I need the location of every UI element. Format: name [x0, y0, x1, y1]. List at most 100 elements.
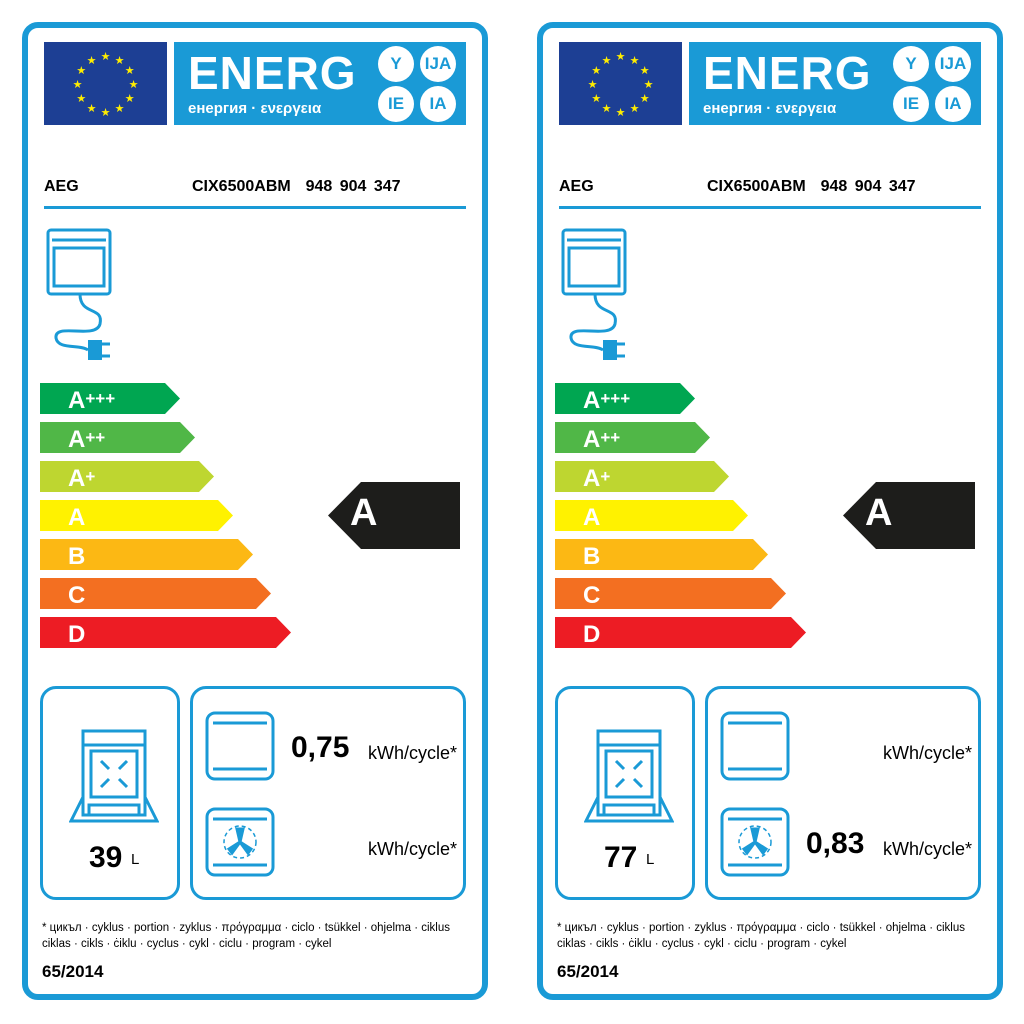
- class-letter: A: [68, 426, 86, 453]
- class-letter: A: [583, 387, 601, 414]
- rating-letter: A: [865, 492, 893, 534]
- electric-oven-icon: [561, 228, 627, 360]
- suffix-ia: IA: [935, 86, 971, 122]
- oven-cavity-icon: [584, 729, 674, 823]
- class-letter: B: [583, 543, 601, 570]
- class-bar-ap: A+: [40, 461, 214, 492]
- energy-consumption-box: 0,75 kWh/cycle* kWh/cycle*: [190, 686, 466, 900]
- divider: [44, 206, 466, 209]
- eu-star-icon: ★: [616, 106, 626, 119]
- suffix-ia: IA: [420, 86, 456, 122]
- class-letter: C: [68, 582, 86, 609]
- suffix-ija: IJA: [420, 46, 456, 82]
- conventional-unit: kWh/cycle*: [882, 743, 972, 763]
- eu-star-icon: ★: [591, 92, 601, 105]
- eu-star-icon: ★: [588, 78, 598, 91]
- class-bar-ap: A+: [555, 461, 729, 492]
- eu-star-icon: ★: [129, 78, 139, 91]
- eu-star-icon: ★: [630, 54, 640, 67]
- conventional-mode-icon: [720, 711, 790, 781]
- class-bar-appp: A+++: [555, 383, 695, 414]
- class-letter: B: [68, 543, 86, 570]
- energ-subtitle: енергия · ενεργεια: [703, 100, 837, 117]
- eu-star-icon: ★: [87, 102, 97, 115]
- eu-star-icon: ★: [630, 102, 640, 115]
- energ-title: ENERG: [188, 47, 357, 99]
- conventional-mode-icon: [205, 711, 275, 781]
- energ-title: ENERG: [703, 47, 872, 99]
- eu-star-icon: ★: [115, 54, 125, 67]
- class-bar-appp: A+++: [40, 383, 180, 414]
- eu-star-icon: ★: [602, 102, 612, 115]
- eu-star-icon: ★: [115, 102, 125, 115]
- volume-value: 39: [89, 841, 123, 874]
- eu-star-icon: ★: [125, 64, 135, 77]
- class-plus: ++: [85, 428, 106, 447]
- class-plus: +++: [85, 389, 116, 408]
- cycle-footnote: * цикъл · cyklus · portion · zyklus · πρ…: [557, 922, 965, 950]
- class-bar-app: A++: [555, 422, 710, 453]
- brand-name: AEG: [44, 178, 79, 195]
- class-letter: A: [583, 426, 601, 453]
- model-number: CIX6500ABM 948 904 347: [707, 178, 916, 195]
- class-letter: A: [68, 387, 86, 414]
- energy-header: ENERG енергия · ενεργεια Y IJA IE IA: [174, 42, 466, 125]
- fan-forced-mode-icon: [720, 807, 790, 877]
- class-bar-c: C: [555, 578, 786, 609]
- fan-forced-unit: kWh/cycle*: [882, 839, 972, 859]
- volume-unit: L: [131, 851, 140, 868]
- eu-star-icon: ★: [101, 106, 111, 119]
- conventional-unit: kWh/cycle*: [367, 743, 457, 763]
- rating-marker: [843, 482, 975, 549]
- class-bar-a: A: [40, 500, 233, 531]
- eu-star-icon: ★: [87, 54, 97, 67]
- energy-label: ★ ★ ★ ★ ★ ★ ★ ★ ★ ★ ★ ★ ENERG енергия · ενεργεια Y …: [537, 22, 1003, 1000]
- class-bar-d: D: [555, 617, 806, 648]
- energy-header: ENERG енергия · ενεργεια Y IJA IE IA: [689, 42, 981, 125]
- regulation-number: 65/2014: [42, 962, 104, 981]
- eu-flag: ★ ★ ★ ★ ★ ★ ★ ★ ★ ★ ★ ★: [559, 42, 682, 125]
- electric-oven-icon: [46, 228, 112, 360]
- class-bar-a: A: [555, 500, 748, 531]
- class-plus: ++: [600, 428, 621, 447]
- suffix-y: Y: [893, 46, 929, 82]
- oven-cavity-icon: [69, 729, 159, 823]
- suffix-ija: IJA: [935, 46, 971, 82]
- rating-letter: A: [350, 492, 378, 534]
- fan-forced-unit: kWh/cycle*: [367, 839, 457, 859]
- volume-value: 77: [604, 841, 638, 874]
- eu-star-icon: ★: [591, 64, 601, 77]
- conventional-value: 0,75: [291, 731, 350, 764]
- class-bar-app: A++: [40, 422, 195, 453]
- class-letter: C: [583, 582, 601, 609]
- class-letter: D: [68, 621, 86, 648]
- energ-subtitle: енергия · ενεργεια: [188, 100, 322, 117]
- eu-star-icon: ★: [73, 78, 83, 91]
- class-letter: D: [583, 621, 601, 648]
- eu-star-icon: ★: [76, 92, 86, 105]
- energy-label: ★ ★ ★ ★ ★ ★ ★ ★ ★ ★ ★ ★ ENERG енергия · ενεργεια Y …: [22, 22, 488, 1000]
- eu-stars-icon: ★ ★★★★★★★★★★★: [588, 50, 654, 119]
- brand-name: AEG: [559, 178, 594, 195]
- eu-star-icon: ★: [101, 50, 111, 63]
- rating-marker: [328, 482, 460, 549]
- class-bar-b: B: [555, 539, 768, 570]
- class-letter: A: [68, 504, 86, 531]
- eu-star-icon: ★: [76, 64, 86, 77]
- class-letter: A: [68, 465, 86, 492]
- class-bar-b: B: [40, 539, 253, 570]
- eu-stars-icon: ★ ★★★★★★★★★★★: [73, 50, 139, 119]
- class-plus: +++: [600, 389, 631, 408]
- eu-flag: ★ ★ ★ ★ ★ ★ ★ ★ ★ ★ ★ ★: [44, 42, 167, 125]
- fan-forced-mode-icon: [205, 807, 275, 877]
- fan-forced-value: 0,83: [806, 827, 865, 860]
- suffix-y: Y: [378, 46, 414, 82]
- eu-star-icon: ★: [640, 92, 650, 105]
- eu-star-icon: ★: [125, 92, 135, 105]
- regulation-number: 65/2014: [557, 962, 619, 981]
- eu-star-icon: ★: [640, 64, 650, 77]
- eu-star-icon: ★: [602, 54, 612, 67]
- class-letter: A: [583, 504, 601, 531]
- model-number: CIX6500ABM 948 904 347: [192, 178, 401, 195]
- suffix-ie: IE: [893, 86, 929, 122]
